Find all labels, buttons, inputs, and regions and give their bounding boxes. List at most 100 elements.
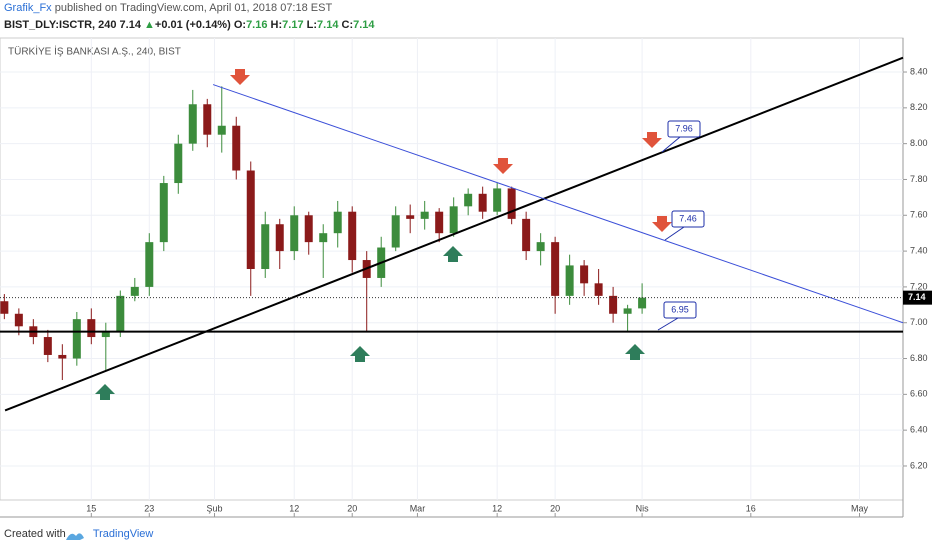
- x-tick-label: 16: [746, 503, 756, 513]
- callout-box: [671, 210, 705, 228]
- candle-body: [536, 242, 545, 252]
- x-tick-label: 15: [86, 503, 96, 513]
- candle-body: [174, 143, 183, 184]
- callout-line: [657, 317, 679, 331]
- l-val: 7.14: [317, 19, 339, 31]
- candle-body: [420, 211, 429, 219]
- o-val: 7.16: [246, 19, 268, 31]
- candle-body: [507, 188, 516, 219]
- buy-arrows: [95, 246, 645, 400]
- y-tick-label: 6.60: [910, 389, 928, 399]
- candle-body: [43, 337, 52, 355]
- candle-body: [464, 193, 473, 207]
- up-arrow: [350, 346, 370, 362]
- trend-line: [4, 56, 904, 412]
- y-tick-label: 6.80: [910, 353, 928, 363]
- candle-body: [72, 319, 81, 359]
- candle-body: [623, 308, 632, 314]
- y-tick-label: 8.40: [910, 66, 928, 76]
- callout-text: 7.46: [679, 213, 697, 223]
- candle-body: [232, 125, 241, 171]
- y-tick-label: 7.60: [910, 210, 928, 220]
- candle-body: [290, 215, 299, 252]
- callouts: 7.96 7.46 6.95: [657, 120, 705, 331]
- candle-body: [333, 211, 342, 234]
- h-key: H:: [270, 19, 283, 31]
- x-tick-label: 12: [492, 503, 502, 513]
- change-arrow: ▲: [144, 19, 155, 31]
- candle-body: [551, 242, 560, 296]
- annotations: 7.96 7.46 6.95: [95, 69, 705, 400]
- candle-body: [14, 313, 23, 327]
- symbol: BIST_DLY:ISCTR, 240: [4, 19, 117, 31]
- x-tick-label: 20: [347, 503, 357, 513]
- x-tick-label: May: [851, 503, 869, 513]
- footer: Created with TradingView: [4, 528, 153, 540]
- h-val: 7.17: [282, 19, 304, 31]
- candle-body: [87, 319, 96, 338]
- candle-body: [304, 215, 313, 243]
- x-tick-label: 23: [144, 503, 154, 513]
- candle-body: [638, 297, 647, 309]
- trend-line: [212, 84, 904, 324]
- candle-body: [58, 354, 67, 359]
- chart-title: TÜRKİYE İŞ BANKASI A.Ş., 240, BIST: [8, 45, 181, 58]
- candle-body: [246, 170, 255, 269]
- callout-line: [664, 226, 685, 241]
- symbol-line: BIST_DLY:ISCTR, 240 7.14 ▲+0.01 (+0.14%)…: [4, 19, 375, 31]
- change: +0.01 (+0.14%): [154, 19, 231, 31]
- logo-shape: [66, 533, 84, 540]
- candle-body: [522, 218, 531, 252]
- up-arrow: [95, 384, 115, 400]
- candle-body: [449, 206, 458, 234]
- candle-body: [406, 215, 415, 219]
- candle-body: [565, 265, 574, 296]
- publish-info: published on TradingView.com, April 01, …: [54, 2, 333, 14]
- candle-body: [478, 193, 487, 212]
- candle-body: [594, 283, 603, 296]
- candle-body: [0, 301, 9, 314]
- callout-box: [663, 301, 697, 319]
- y-tick-label: 7.20: [910, 281, 928, 291]
- candle-body: [580, 265, 589, 284]
- candle-body: [101, 331, 110, 338]
- y-tick-label: 8.20: [910, 102, 928, 112]
- y-tick-label: 6.40: [910, 425, 928, 435]
- down-arrow: [652, 216, 672, 232]
- candle-body: [116, 295, 125, 332]
- candle-body: [493, 188, 502, 212]
- c-key: C:: [341, 19, 354, 31]
- y-tick-label: 6.20: [910, 460, 928, 470]
- last-price-label: 7.14: [908, 292, 926, 302]
- up-arrow: [443, 246, 463, 262]
- x-tick-label: Şub: [207, 503, 223, 513]
- c-val: 7.14: [353, 19, 375, 31]
- candle-body: [261, 224, 270, 269]
- o-key: O:: [233, 19, 247, 31]
- candle-body: [348, 211, 357, 261]
- candle-body: [188, 104, 197, 144]
- candle-body: [159, 183, 168, 243]
- callout-text: 6.95: [671, 304, 689, 314]
- candle-body: [391, 215, 400, 248]
- l-key: L:: [306, 19, 318, 31]
- candle-body: [203, 104, 212, 135]
- price: 7.14: [119, 19, 141, 31]
- y-tick-label: 8.00: [910, 138, 928, 148]
- x-tick-label: 12: [289, 503, 299, 513]
- sell-arrows: [230, 69, 672, 232]
- brand[interactable]: TradingView: [92, 528, 154, 540]
- x-tick-label: Nis: [636, 503, 649, 513]
- x-tick-label: Mar: [410, 503, 426, 513]
- publish-line: Grafik_Fx published on TradingView.com, …: [4, 2, 332, 14]
- candle-body: [435, 211, 444, 234]
- candle-body: [275, 224, 284, 252]
- down-arrow: [230, 69, 250, 85]
- created-with: Created with: [4, 528, 66, 540]
- chart: TÜRKİYE İŞ BANKASI A.Ş., 240, BIST 6.20 6…: [0, 37, 932, 518]
- author[interactable]: Grafik_Fx: [4, 2, 52, 14]
- up-arrow: [625, 344, 645, 360]
- last-price-tag: [903, 290, 932, 305]
- x-tick-label: 20: [550, 503, 560, 513]
- candle-body: [217, 125, 226, 135]
